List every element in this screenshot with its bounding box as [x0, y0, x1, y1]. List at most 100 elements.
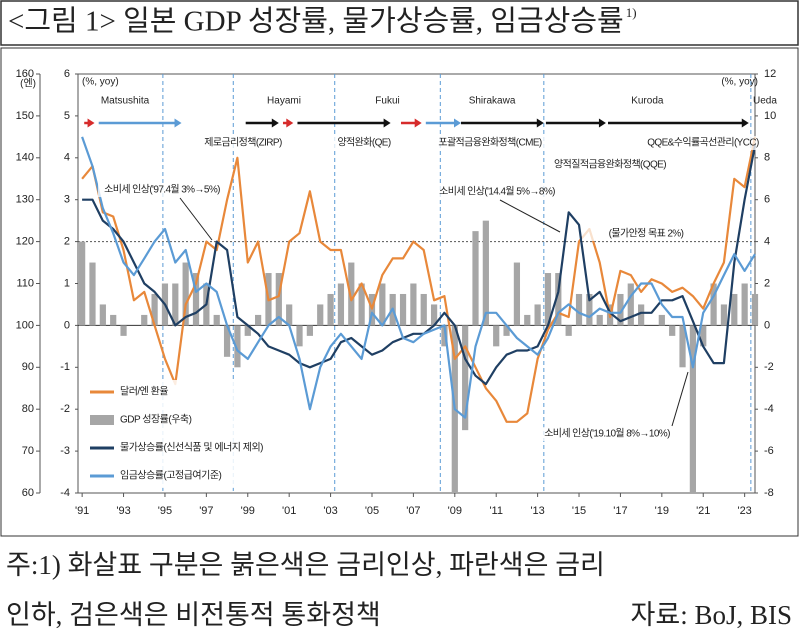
- governor-name: Shirakawa: [469, 96, 516, 107]
- bar: [327, 293, 334, 326]
- arrow-head: [741, 118, 749, 128]
- arrow-head: [414, 118, 422, 128]
- y3-tick-label: -8: [764, 487, 774, 499]
- bar: [255, 314, 262, 326]
- legend-label: 임금상승률(고정급여기준): [120, 469, 222, 482]
- governor-name: Fukui: [375, 96, 399, 107]
- annotation: 소비세 인상('97.4월 3%→5%): [104, 184, 220, 196]
- annotation-bg: [179, 136, 307, 150]
- x-tick-label: '01: [282, 505, 296, 517]
- arrow-head: [174, 118, 182, 128]
- x-tick-label: '03: [323, 505, 337, 517]
- bar: [286, 304, 293, 326]
- y3-tick-label: 2: [764, 277, 770, 289]
- annotation-bg: [433, 185, 561, 199]
- legend-label: 달러/엔 환율: [120, 386, 168, 398]
- annotation: 양적질적금융완화정책(QQE): [554, 159, 666, 171]
- bar: [534, 304, 541, 326]
- arrow-head: [454, 118, 462, 128]
- annotation: (물가안정 목표 2%): [609, 228, 684, 240]
- y2-tick-label: 3: [64, 194, 70, 206]
- y-tick-label: 100: [16, 319, 34, 331]
- bar: [275, 273, 282, 326]
- y2-tick-label: 2: [64, 236, 70, 248]
- bar: [482, 220, 489, 326]
- y-tick-label: 140: [16, 152, 34, 164]
- x-tick-label: '95: [158, 505, 172, 517]
- annotation-bg: [639, 136, 767, 150]
- title-box: [0, 0, 799, 46]
- y-tick-label: 90: [22, 361, 34, 373]
- x-tick-label: '05: [365, 505, 379, 517]
- footnote: 주:1) 화살표 구분은 붉은색은 금리인상, 파란색은 금리: [6, 550, 605, 580]
- bar: [99, 304, 106, 326]
- bar: [120, 325, 127, 336]
- bar: [700, 325, 707, 347]
- legend-box: [86, 380, 298, 488]
- bar: [182, 262, 189, 326]
- series-line: [82, 144, 757, 386]
- annotation: 양적완화(QE): [337, 137, 390, 149]
- bar: [306, 325, 313, 336]
- x-tick-label: '07: [406, 505, 420, 517]
- bar: [731, 293, 738, 326]
- annotation-bg: [543, 427, 671, 441]
- legend-label: GDP 성장률(우축): [120, 414, 192, 426]
- legend-label: 물가상승률(신선식품 및 에너지 제외): [120, 442, 263, 454]
- x-tick-label: '19: [655, 505, 669, 517]
- bar: [751, 293, 759, 326]
- x-tick-label: '91: [75, 505, 89, 517]
- annotation-bg: [98, 183, 226, 197]
- x-tick-label: '09: [448, 505, 462, 517]
- governor-name: Ueda: [753, 96, 777, 107]
- bar: [596, 314, 603, 326]
- bar: [172, 283, 179, 326]
- legend-swatch: [90, 415, 114, 425]
- y2-tick-label: 4: [64, 152, 70, 164]
- bar: [575, 293, 583, 326]
- y3-unit: (%, yoy): [721, 77, 758, 88]
- arrow-head: [271, 118, 279, 128]
- bar: [79, 241, 86, 326]
- bar: [244, 325, 251, 336]
- annotation-bg: [546, 158, 674, 172]
- y3-tick-label: 8: [764, 152, 770, 164]
- bar: [420, 293, 427, 326]
- y2-tick-label: 0: [64, 319, 70, 331]
- bar: [679, 325, 686, 368]
- annotation: 제로금리정책(ZIRP): [204, 137, 282, 149]
- bar: [337, 283, 345, 326]
- arrow-head: [536, 118, 544, 128]
- y2-tick-label: 5: [64, 110, 70, 122]
- x-tick-label: '17: [613, 505, 627, 517]
- arrow-head: [87, 118, 95, 128]
- bar: [441, 325, 448, 347]
- bar: [223, 325, 231, 357]
- annotation-pointer: [179, 197, 213, 241]
- x-tick-label: '99: [241, 505, 255, 517]
- bar: [462, 325, 469, 431]
- y2-tick-label: -1: [60, 361, 70, 373]
- y3-tick-label: 4: [764, 236, 770, 248]
- bar: [524, 314, 531, 326]
- bar: [348, 262, 355, 326]
- y2-tick-label: 6: [64, 68, 70, 80]
- x-tick-label: '13: [530, 505, 544, 517]
- bar: [658, 314, 665, 326]
- annotation: 소비세 인상('14.4월 5%→8%): [439, 186, 555, 198]
- bar: [586, 293, 593, 326]
- bar: [565, 325, 572, 336]
- source: 자료: BoJ, BIS: [631, 600, 792, 630]
- bar: [399, 293, 407, 326]
- x-tick-label: '23: [737, 505, 751, 517]
- bar: [358, 283, 365, 326]
- title-note: 1): [626, 5, 637, 20]
- annotation-pointer: [671, 371, 689, 427]
- arrow-head: [383, 118, 391, 128]
- bar: [544, 273, 552, 326]
- y-tick-label: 150: [16, 110, 34, 122]
- bar: [513, 262, 521, 326]
- x-tick-label: '93: [116, 505, 130, 517]
- arrow-head: [598, 118, 606, 128]
